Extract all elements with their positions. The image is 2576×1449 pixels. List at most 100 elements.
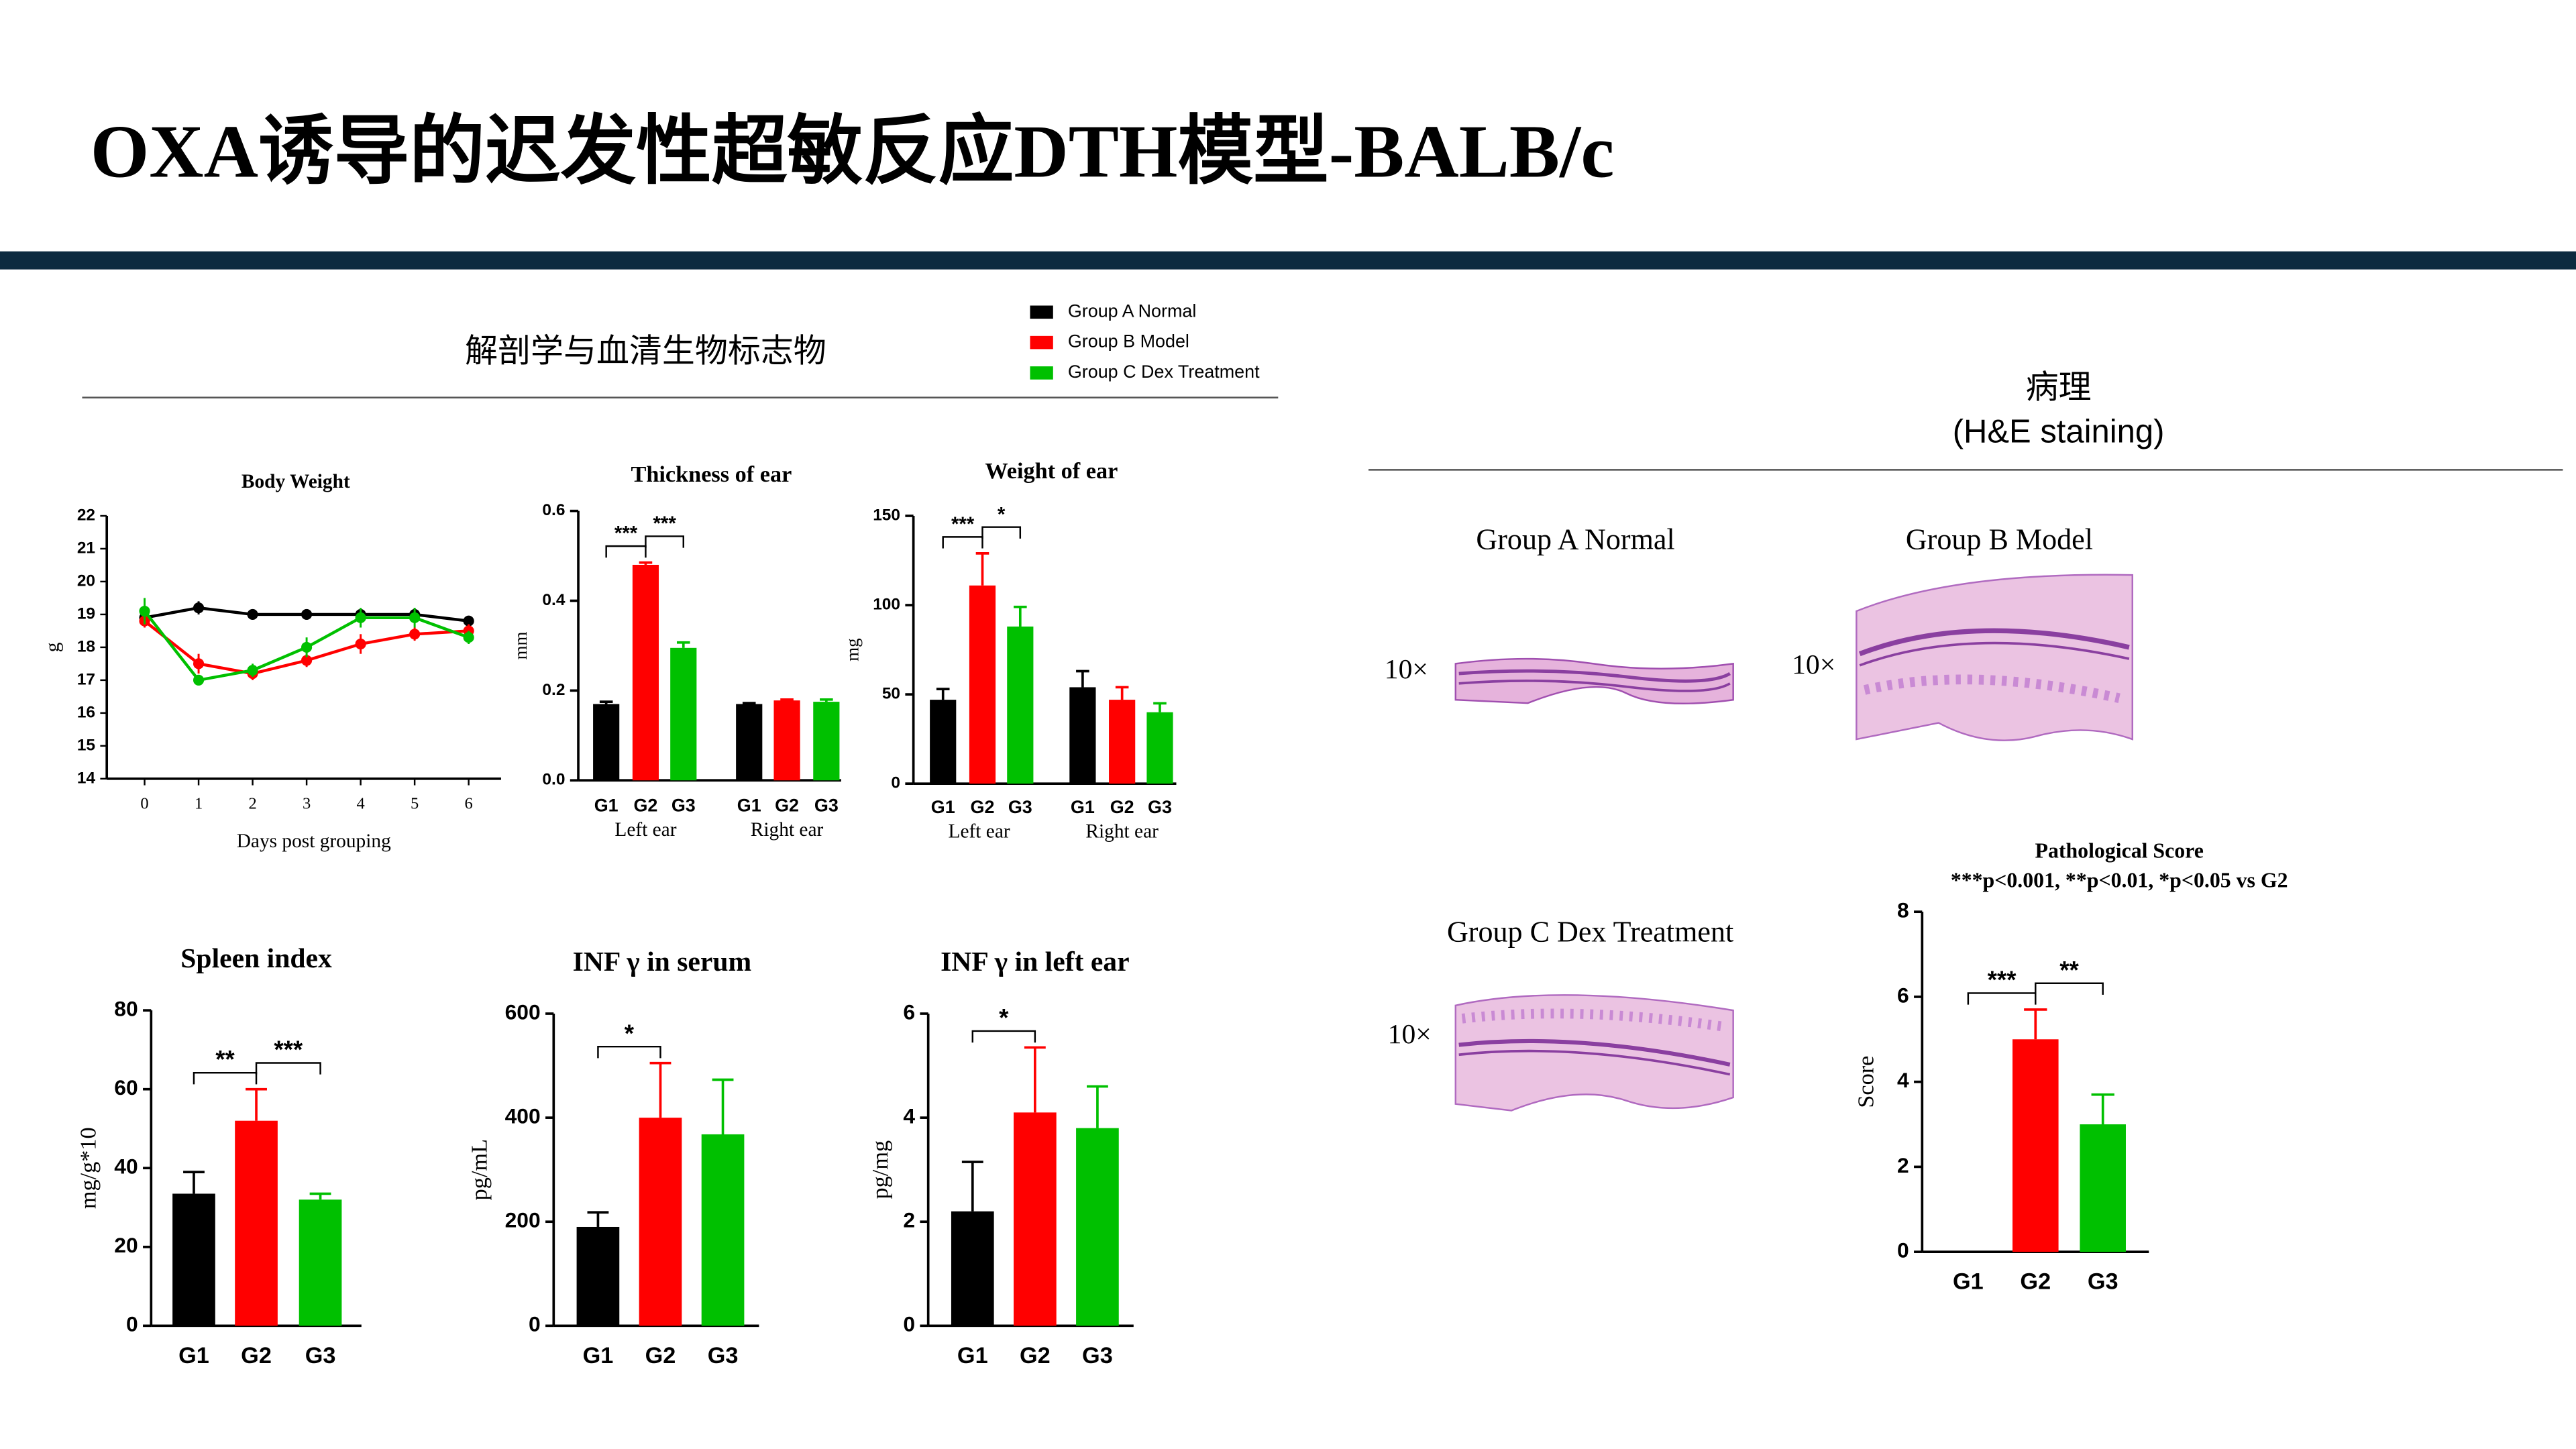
significance-bracket bbox=[255, 1062, 321, 1075]
significance-label: *** bbox=[614, 523, 638, 545]
data-point bbox=[139, 605, 150, 617]
histology-image bbox=[1454, 994, 1734, 1112]
significance-label: * bbox=[625, 1020, 635, 1047]
y-axis-label: mg bbox=[843, 638, 863, 661]
panel-label: Group A Normal bbox=[1476, 523, 1674, 555]
significance-bracket bbox=[193, 1071, 258, 1085]
significance-bracket bbox=[2035, 982, 2104, 995]
legend-label: Group A Normal bbox=[1068, 301, 1197, 321]
group-label: Left ear bbox=[614, 819, 676, 841]
y-axis-label: Score bbox=[1853, 1056, 1878, 1108]
y-tick-label: 19 bbox=[77, 604, 95, 623]
x-tick-label: G2 bbox=[633, 796, 657, 816]
data-point bbox=[355, 612, 366, 623]
x-tick-label: G1 bbox=[931, 797, 955, 817]
x-tick-label: G3 bbox=[2088, 1269, 2118, 1295]
x-tick-label: G1 bbox=[1953, 1269, 1984, 1295]
group-label: Right ear bbox=[1085, 820, 1159, 842]
x-tick-label: 2 bbox=[248, 795, 256, 813]
x-tick-label: G3 bbox=[814, 796, 839, 816]
y-tick-label: 60 bbox=[114, 1075, 138, 1099]
significance-bracket bbox=[605, 545, 647, 558]
x-tick-label: G2 bbox=[1020, 1343, 1051, 1368]
y-tick-label: 21 bbox=[77, 539, 95, 557]
y-tick-label: 0.6 bbox=[542, 501, 565, 519]
panel-label: Group B Model bbox=[1906, 523, 2093, 555]
y-axis-label: g bbox=[42, 642, 64, 652]
section-subtitle: (H&E staining) bbox=[1953, 413, 2165, 449]
x-tick-label: G1 bbox=[594, 796, 619, 816]
y-tick-label: 0 bbox=[903, 1312, 915, 1336]
x-tick-label: 1 bbox=[195, 795, 203, 813]
x-tick-label: 4 bbox=[356, 795, 364, 813]
data-point bbox=[193, 674, 205, 686]
data-point bbox=[409, 629, 421, 640]
bar bbox=[1014, 1112, 1057, 1326]
significance-label: * bbox=[998, 503, 1006, 525]
y-tick-label: 0.2 bbox=[542, 681, 565, 699]
chart-title: Thickness of ear bbox=[631, 462, 792, 487]
y-tick-label: 2 bbox=[903, 1208, 915, 1232]
data-point bbox=[301, 655, 313, 666]
bar bbox=[1076, 1128, 1119, 1326]
significance-bracket bbox=[1967, 992, 2037, 1005]
x-tick-label: G2 bbox=[2020, 1269, 2051, 1295]
significance-label: *** bbox=[274, 1036, 303, 1063]
x-tick-label: G2 bbox=[971, 797, 995, 817]
data-point bbox=[193, 658, 205, 669]
y-tick-label: 22 bbox=[77, 506, 95, 524]
x-tick-label: G1 bbox=[178, 1343, 209, 1368]
x-tick-label: G3 bbox=[1148, 797, 1172, 817]
bar bbox=[969, 585, 996, 784]
bar bbox=[632, 564, 659, 781]
panel-label: Group C Dex Treatment bbox=[1447, 916, 1733, 949]
significance-label: *** bbox=[653, 513, 676, 535]
bar bbox=[2080, 1124, 2126, 1252]
y-axis-label: mm bbox=[511, 631, 531, 659]
bar bbox=[736, 704, 763, 781]
bar bbox=[930, 700, 957, 784]
y-tick-label: 0.0 bbox=[542, 771, 565, 789]
group-label: Left ear bbox=[949, 820, 1010, 842]
magnification: 10× bbox=[1385, 654, 1428, 685]
chart-subtitle: ***p<0.001, **p<0.01, *p<0.05 vs G2 bbox=[1951, 868, 2288, 892]
significance-label: *** bbox=[951, 513, 975, 535]
x-tick-label: 6 bbox=[465, 795, 473, 813]
chart-title: INF γ in serum bbox=[573, 947, 752, 977]
y-tick-label: 6 bbox=[903, 1000, 915, 1024]
y-tick-label: 150 bbox=[873, 506, 900, 524]
magnification: 10× bbox=[1388, 1019, 1432, 1050]
y-tick-label: 20 bbox=[77, 572, 95, 590]
x-tick-label: G2 bbox=[775, 796, 799, 816]
bar bbox=[1007, 626, 1034, 784]
y-tick-label: 200 bbox=[505, 1208, 541, 1232]
x-tick-label: G2 bbox=[1110, 797, 1134, 817]
x-tick-label: G3 bbox=[305, 1343, 336, 1368]
y-tick-label: 0 bbox=[126, 1312, 138, 1336]
x-tick-label: G1 bbox=[737, 796, 761, 816]
x-tick-label: G3 bbox=[1008, 797, 1032, 817]
header-bar bbox=[0, 251, 2576, 270]
legend-label: Group B Model bbox=[1068, 331, 1189, 352]
section-title: 解剖学与血清生物标志物 bbox=[465, 333, 826, 369]
bar bbox=[773, 700, 800, 781]
y-tick-label: 4 bbox=[1897, 1068, 1909, 1092]
bar bbox=[670, 647, 697, 781]
bar bbox=[235, 1120, 278, 1326]
section-title: 病理 bbox=[2026, 369, 2092, 405]
bar bbox=[299, 1199, 342, 1326]
y-axis-label: mg/g*10 bbox=[76, 1127, 101, 1209]
chart-title: Weight of ear bbox=[985, 458, 1118, 484]
significance-bracket bbox=[597, 1045, 661, 1059]
bar bbox=[701, 1134, 745, 1326]
y-tick-label: 4 bbox=[903, 1104, 915, 1128]
y-tick-label: 50 bbox=[882, 685, 900, 703]
x-axis-label: Days post grouping bbox=[237, 830, 391, 852]
magnification: 10× bbox=[1792, 649, 1835, 680]
legend-swatch bbox=[1030, 305, 1053, 319]
chart-title: Spleen index bbox=[180, 943, 332, 974]
y-tick-label: 18 bbox=[77, 637, 95, 655]
chart-title: Body Weight bbox=[241, 471, 350, 492]
